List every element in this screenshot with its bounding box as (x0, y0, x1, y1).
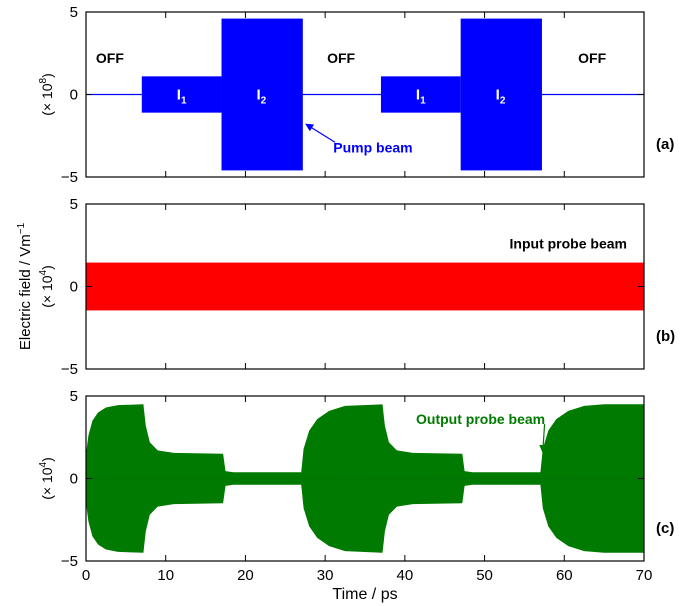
annotation-off-3: OFF (578, 50, 606, 66)
x-axis-label: Time / ps (332, 586, 397, 603)
signal-envelope-segment (142, 76, 222, 112)
signal-envelope-segment (86, 263, 644, 311)
panel-2: 5 0 −5 (× 104)Electric field / Vm−1 (b) Input… (16, 196, 675, 378)
y-scale-label: (× 104) (38, 265, 55, 308)
y-tick-label: 0 (70, 279, 78, 296)
x-tick-label: 0 (82, 567, 90, 584)
panel-label: (b) (656, 328, 675, 345)
signal-envelope-segment (461, 19, 542, 171)
signal-envelope-segment (222, 19, 303, 171)
y-tick-label: −5 (61, 553, 78, 570)
x-tick-label: 40 (397, 567, 414, 584)
annotation-pump-beam: Pump beam (333, 139, 412, 155)
x-tick-label: 70 (636, 567, 653, 584)
annotation-input-probe: Input probe beam (510, 236, 627, 252)
y-axis-label: Electric field / Vm−1 (16, 222, 34, 350)
y-scale-label: (× 104) (38, 457, 55, 500)
y-tick-label: 0 (70, 87, 78, 104)
annotation-off-1: OFF (96, 50, 124, 66)
y-tick-label: 0 (70, 471, 78, 488)
annotation-output-probe: Output probe beam (416, 411, 545, 427)
signal-envelope-segment (381, 76, 461, 112)
panel-label: (a) (656, 136, 674, 153)
y-tick-label: −5 (61, 361, 78, 378)
y-tick-label: 5 (70, 4, 78, 21)
annotation-arrow (306, 124, 335, 142)
x-tick-label: 50 (476, 567, 493, 584)
x-tick-label: 20 (237, 567, 254, 584)
y-tick-label: 5 (70, 388, 78, 405)
panel-label: (c) (656, 520, 674, 537)
y-tick-label: −5 (61, 169, 78, 186)
y-tick-label: 5 (70, 196, 78, 213)
y-scale-label: (× 108) (38, 73, 55, 116)
x-tick-label: 30 (317, 567, 334, 584)
x-tick-label: 10 (157, 567, 174, 584)
x-tick-label: 60 (556, 567, 573, 584)
annotation-off-2: OFF (327, 50, 355, 66)
